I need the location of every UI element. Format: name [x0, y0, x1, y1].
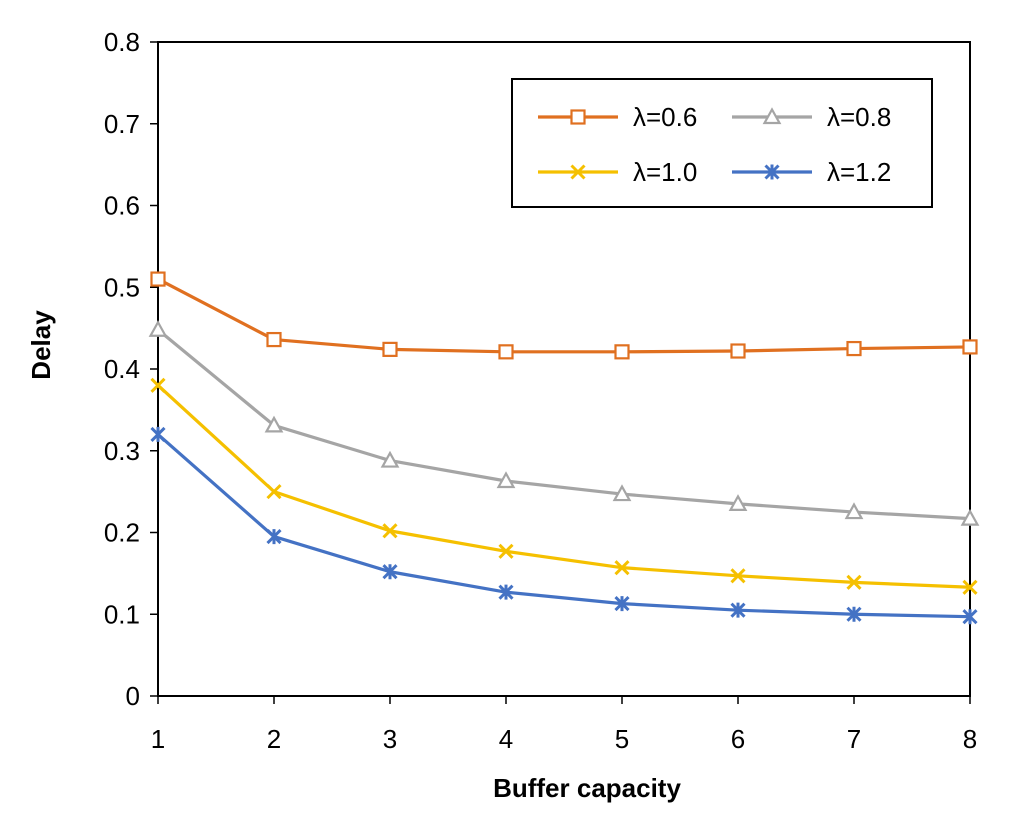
legend-box	[511, 78, 933, 208]
x-tick-label: 2	[267, 724, 281, 754]
data-point	[614, 560, 630, 576]
data-point	[846, 606, 862, 622]
data-point	[730, 568, 746, 584]
legend-item: λ=1.0	[538, 157, 697, 187]
data-point	[382, 341, 398, 357]
x-tick-label: 8	[963, 724, 977, 754]
series-layer	[148, 271, 980, 625]
data-point	[496, 471, 516, 489]
series-1	[150, 271, 978, 360]
legend-label: λ=1.2	[827, 157, 891, 187]
data-point	[614, 344, 630, 360]
series-line	[156, 384, 971, 589]
legend-marker	[764, 164, 780, 180]
legend-label: λ=0.6	[633, 102, 697, 132]
data-point	[730, 602, 746, 618]
series-3	[150, 377, 978, 595]
legend-marker	[762, 107, 782, 125]
x-tick-label: 6	[731, 724, 745, 754]
data-point	[380, 450, 400, 468]
x-tick-label: 7	[847, 724, 861, 754]
data-point	[962, 339, 978, 355]
legend: λ=0.6 λ=0.8 λ=1.0 λ=1.2	[511, 78, 933, 208]
data-point	[498, 584, 514, 600]
x-tick-label: 5	[615, 724, 629, 754]
data-point	[266, 484, 282, 500]
data-point	[614, 596, 630, 612]
data-point	[266, 529, 282, 545]
data-point	[266, 331, 282, 348]
y-axis-title: Delay	[26, 310, 56, 380]
x-axis-title: Buffer capacity	[493, 773, 681, 803]
data-point	[264, 415, 284, 433]
series-line	[156, 328, 971, 521]
series-line	[156, 433, 971, 619]
y-tick-label: 0.3	[104, 436, 140, 466]
data-point	[382, 523, 398, 539]
y-tick-label: 0.4	[104, 354, 140, 384]
axes-layer: 0 0.1 0.2 0.3 0.4 0.5 0.6 0.7 0.8 1 2 3 4 5 6 7 8	[104, 27, 977, 754]
series-2	[148, 319, 980, 526]
data-point	[730, 343, 746, 359]
data-point	[844, 502, 864, 520]
data-point	[612, 484, 632, 502]
x-tick-label: 3	[383, 724, 397, 754]
y-tick-label: 0.1	[104, 599, 140, 629]
y-tick-label: 0.5	[104, 272, 140, 302]
data-point	[962, 609, 978, 625]
legend-item: λ=0.8	[732, 102, 891, 132]
legend-marker	[570, 109, 586, 125]
y-tick-label: 0	[126, 681, 140, 711]
y-tick-label: 0.8	[104, 27, 140, 57]
legend-label: λ=0.8	[827, 102, 891, 132]
data-point	[498, 543, 514, 559]
y-tick-label: 0.6	[104, 191, 140, 221]
data-point	[962, 579, 978, 595]
legend-item: λ=0.6	[538, 102, 697, 132]
x-tick-label: 1	[151, 724, 165, 754]
data-point	[498, 344, 514, 360]
series-4	[150, 426, 978, 625]
data-point	[728, 494, 748, 511]
series-line	[157, 277, 971, 354]
legend-label: λ=1.0	[633, 157, 697, 187]
legend-item: λ=1.2	[732, 157, 891, 187]
data-point	[846, 574, 862, 590]
data-point	[382, 564, 398, 580]
data-point	[960, 508, 980, 526]
data-point	[150, 377, 166, 393]
data-point	[846, 340, 862, 357]
data-point	[150, 426, 166, 442]
legend-marker	[570, 164, 586, 180]
y-tick-label: 0.2	[104, 518, 140, 548]
data-point	[150, 271, 166, 287]
x-tick-label: 4	[499, 724, 513, 754]
y-tick-label: 0.7	[104, 109, 140, 139]
data-point	[148, 319, 168, 337]
